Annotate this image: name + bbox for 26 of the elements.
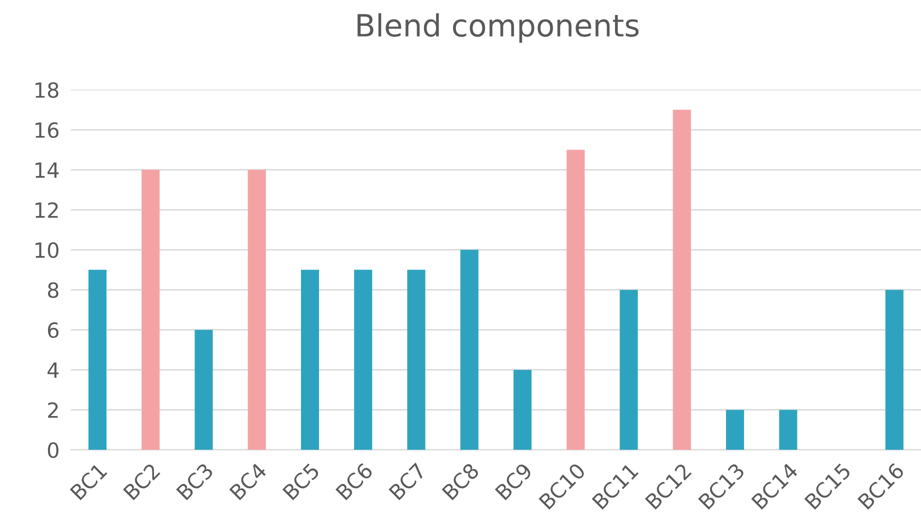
bar xyxy=(248,170,266,450)
y-tick-label: 16 xyxy=(36,122,58,138)
y-tick-label: 0 xyxy=(48,442,58,458)
y-tick-label: 14 xyxy=(36,162,59,178)
y-tick-label: 10 xyxy=(36,242,58,258)
y-tick-label: 6 xyxy=(48,322,58,338)
bar xyxy=(726,410,744,450)
bar xyxy=(142,170,160,450)
y-tick-label: 8 xyxy=(48,282,58,298)
bar xyxy=(407,270,426,450)
y-tick-label: 12 xyxy=(36,202,58,218)
bar xyxy=(88,270,107,450)
bar xyxy=(300,270,320,450)
bar xyxy=(513,370,532,450)
bar xyxy=(566,150,585,450)
bar xyxy=(672,110,691,450)
y-tick-label: 18 xyxy=(36,82,58,98)
bar xyxy=(885,290,904,450)
bar xyxy=(779,410,798,450)
bar xyxy=(194,330,213,450)
bar xyxy=(354,270,372,450)
y-tick-label: 4 xyxy=(48,362,59,378)
bar xyxy=(460,250,478,450)
bar xyxy=(620,290,638,450)
chart-title: Blend components xyxy=(358,13,639,43)
y-tick-label: 2 xyxy=(48,402,58,418)
